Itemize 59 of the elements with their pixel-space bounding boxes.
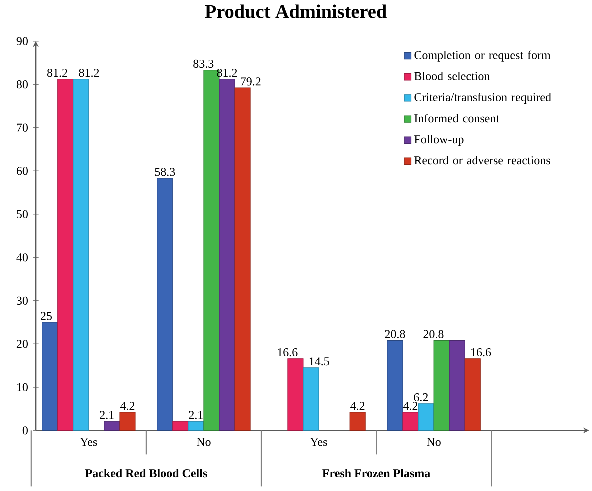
y-tick-label: 80	[16, 80, 28, 89]
bar	[172, 421, 189, 432]
x-tick-label: Yes	[310, 438, 328, 446]
bar	[449, 340, 466, 432]
y-tick-label: 20	[16, 340, 28, 348]
bar	[387, 340, 404, 432]
legend-label: Blood selection	[414, 72, 490, 81]
y-tick-label: 30	[17, 297, 28, 306]
data-label: 2.1	[100, 411, 114, 420]
bar	[350, 412, 366, 432]
data-label: 6.2	[414, 394, 428, 402]
data-label: 16.6	[278, 348, 298, 357]
x-tick-label: No	[427, 438, 441, 446]
bar	[402, 412, 419, 432]
bar	[418, 404, 434, 432]
bar	[288, 358, 304, 432]
bar	[73, 79, 90, 432]
bar	[157, 178, 174, 432]
y-tick-label: 0	[22, 426, 28, 435]
bar	[219, 79, 236, 432]
legend-label: Completion or request form	[414, 51, 551, 62]
y-tick-label: 90	[16, 37, 28, 46]
bar	[434, 340, 450, 432]
text: Packed Red Blood Cells	[85, 469, 208, 478]
data-label: 4.2	[350, 402, 365, 410]
data-label: 20.8	[385, 330, 406, 339]
data-label: 16.6	[472, 348, 492, 357]
data-label: 81.2	[47, 69, 68, 78]
text: Fresh Frozen Plasma	[322, 469, 430, 478]
bar	[303, 368, 320, 432]
data-label: 25	[41, 312, 52, 320]
data-label: 14.5	[310, 358, 330, 366]
chart-title: Product Administered	[205, 4, 387, 18]
x-tick-label: No	[196, 438, 211, 446]
y-tick-label: 60	[16, 167, 28, 176]
data-label: 2.1	[189, 411, 203, 420]
y-tick-label: 50	[17, 210, 28, 219]
data-label: 79.2	[241, 78, 261, 86]
legend-label: Informed consent	[414, 114, 500, 123]
bar	[188, 421, 204, 432]
y-tick-label: 40	[16, 254, 28, 262]
legend-label: Follow-up	[414, 135, 464, 146]
legend-label: Criteria/transfusion required	[414, 93, 552, 104]
data-label: 20.8	[424, 330, 444, 339]
bar	[234, 88, 251, 432]
bar	[104, 421, 120, 432]
data-label: 83.3	[194, 60, 214, 68]
y-tick-label: 70	[17, 124, 28, 132]
bar	[120, 412, 136, 432]
bar	[42, 322, 58, 432]
data-label: 81.2	[79, 69, 100, 78]
y-tick-label: 10	[17, 384, 28, 392]
bar	[464, 358, 481, 432]
data-label: 4.2	[403, 402, 418, 410]
bar	[58, 79, 74, 432]
x-tick-label: Yes	[80, 438, 98, 446]
data-label: 58.3	[155, 168, 176, 176]
legend-label: Record or adverse reactions	[414, 156, 550, 165]
data-label: 4.2	[120, 402, 135, 410]
